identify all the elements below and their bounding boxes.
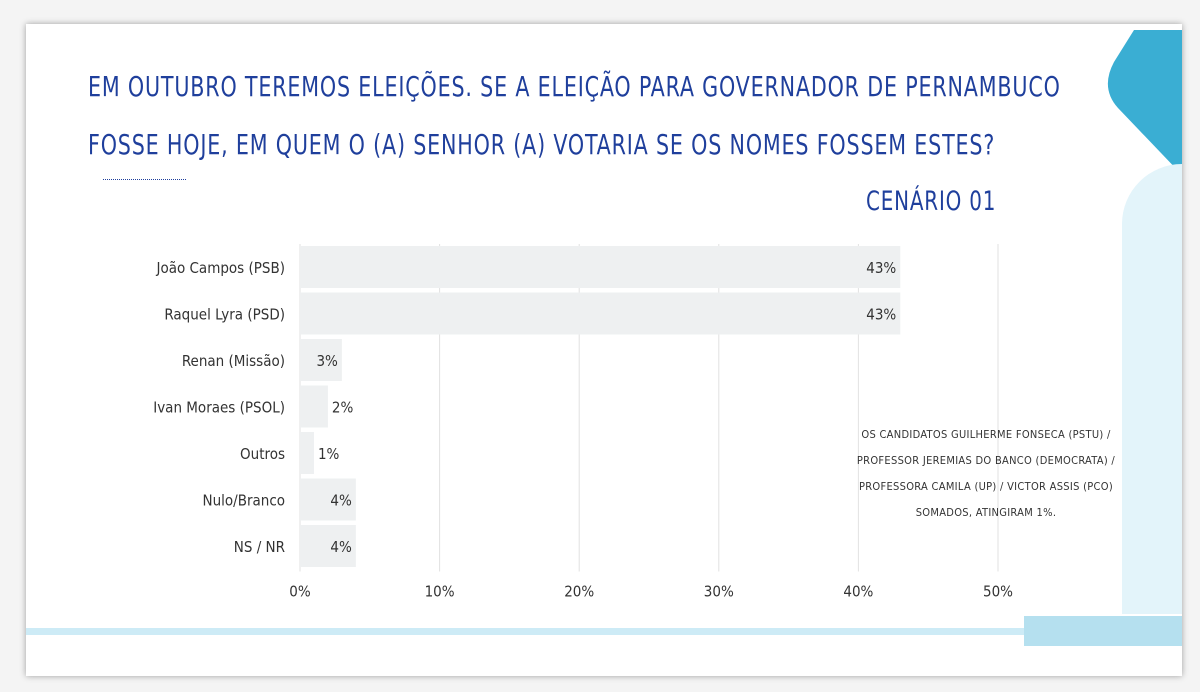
note-line-3: PROFESSORA CAMILA (UP) / VICTOR ASSIS (P…	[858, 480, 1114, 493]
title-line-2: FOSSE HOJE, EM QUEM O (A) SENHOR (A) VOT…	[88, 128, 996, 161]
category-label: Nulo/Branco	[203, 492, 286, 510]
bottom-band	[26, 628, 1120, 635]
value-label: 2%	[332, 399, 354, 417]
chart-note: OS CANDIDATOS GUILHERME FONSECA (PSTU) /…	[846, 422, 1126, 526]
category-label: João Campos (PSB)	[155, 259, 285, 277]
note-line-2: PROFESSOR JEREMIAS DO BANCO (DEMOCRATA) …	[856, 454, 1116, 467]
value-label: 1%	[318, 445, 340, 463]
bar	[300, 525, 356, 567]
bar	[300, 432, 314, 474]
dotted-divider	[103, 179, 186, 180]
value-label: 4%	[330, 492, 352, 510]
category-label: Ivan Moraes (PSOL)	[153, 399, 285, 417]
category-label: Outros	[240, 445, 285, 463]
x-tick-label: 40%	[843, 583, 873, 601]
bar	[300, 385, 328, 428]
bar	[300, 292, 901, 335]
bar	[300, 339, 342, 381]
value-label: 43%	[866, 306, 896, 324]
value-label: 43%	[866, 259, 896, 277]
chart-subtitle: CENÁRIO 01	[866, 186, 997, 217]
bar-chart: 0% 10% 20% 30% 40% 50% João Campos (PSB) 43% Raq…	[153, 244, 1013, 601]
corner-decoration	[1107, 30, 1182, 175]
category-label: Raquel Lyra (PSD)	[164, 306, 285, 324]
x-tick-label: 30%	[704, 583, 734, 601]
note-line-4: SOMADOS, ATINGIRAM 1%.	[915, 506, 1057, 519]
value-label: 3%	[316, 352, 338, 370]
x-tick-label: 20%	[564, 583, 594, 601]
x-tick-label: 0%	[289, 583, 311, 601]
bottom-accent-box	[1024, 616, 1182, 646]
bar	[300, 246, 901, 288]
bar	[300, 478, 356, 521]
category-label: Renan (Missão)	[182, 352, 285, 370]
side-decoration	[1122, 164, 1182, 614]
category-label: NS / NR	[234, 538, 285, 556]
slide: EM OUTUBRO TEREMOS ELEIÇÕES. SE A ELEIÇÃ…	[26, 24, 1182, 676]
note-line-1: OS CANDIDATOS GUILHERME FONSECA (PSTU) /	[861, 428, 1111, 441]
x-tick-label: 50%	[983, 583, 1013, 601]
x-tick-label: 10%	[425, 583, 455, 601]
value-label: 4%	[330, 538, 352, 556]
